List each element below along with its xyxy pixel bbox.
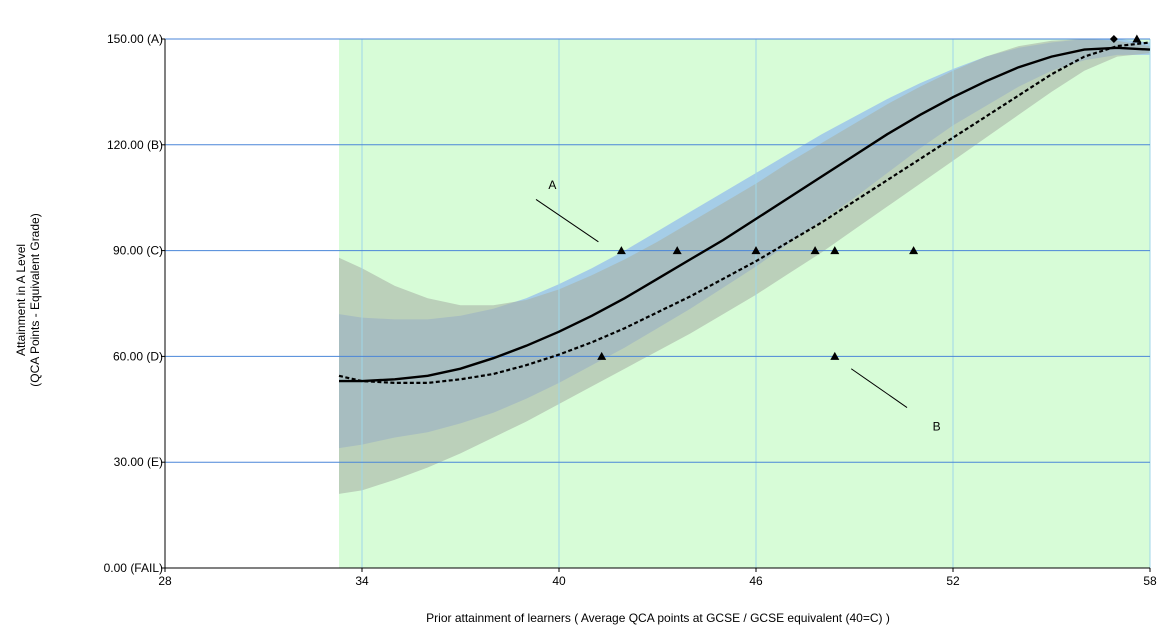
data-point-triangle — [830, 246, 840, 255]
x-tick-label: 58 — [1143, 574, 1157, 588]
x-axis-title: Prior attainment of learners ( Average Q… — [426, 611, 890, 625]
data-point-triangle — [616, 246, 626, 255]
trend-line-dashed — [338, 41, 1151, 384]
y-tick-label: 90.00 (C) — [113, 244, 163, 258]
annotation-leader-a — [535, 199, 599, 243]
annotation-label-a: A — [548, 178, 556, 192]
y-axis-title-line-1: Attainment in A Level — [14, 244, 28, 356]
y-tick-label: 150.00 (A) — [107, 32, 163, 46]
data-point-triangle — [751, 246, 761, 255]
data-point-triangle — [1132, 34, 1142, 43]
x-tick-label: 40 — [552, 574, 566, 588]
x-tick-label: 34 — [355, 574, 369, 588]
annotation-layer: AB — [535, 178, 941, 433]
data-point-layer — [597, 34, 1142, 360]
grid-layer — [165, 38, 1151, 568]
annotation-leader-b — [850, 368, 908, 408]
shaded-plot-region — [339, 39, 1150, 568]
y-axis-title-group: Attainment in A Level (QCA Points - Equi… — [14, 213, 42, 386]
data-point-triangle — [672, 246, 682, 255]
axes-layer: 28 34 40 46 52 58 0.00 (FAIL) 30.00 (E) 60.00 (D… — [104, 32, 1157, 588]
plot-background-layer — [339, 39, 1150, 568]
y-tick-label: 30.00 (E) — [114, 455, 163, 469]
data-point-triangle — [810, 246, 820, 255]
y-tick-label: 0.00 (FAIL) — [104, 561, 163, 575]
y-tick-label: 120.00 (B) — [107, 138, 163, 152]
data-point-triangle — [909, 246, 919, 255]
data-point-diamond — [1109, 35, 1118, 43]
data-point-triangle — [597, 351, 607, 360]
y-tick-label: 60.00 (D) — [113, 349, 163, 363]
trend-line-layer — [338, 41, 1151, 384]
trend-line-solid — [339, 46, 1151, 383]
annotation-label-b: B — [933, 419, 941, 433]
y-axis-title-line-2: (QCA Points - Equivalent Grade) — [28, 213, 42, 386]
x-tick-label: 46 — [749, 574, 763, 588]
x-tick-label: 52 — [946, 574, 960, 588]
x-tick-label: 28 — [158, 574, 172, 588]
data-point-triangle — [830, 351, 840, 360]
